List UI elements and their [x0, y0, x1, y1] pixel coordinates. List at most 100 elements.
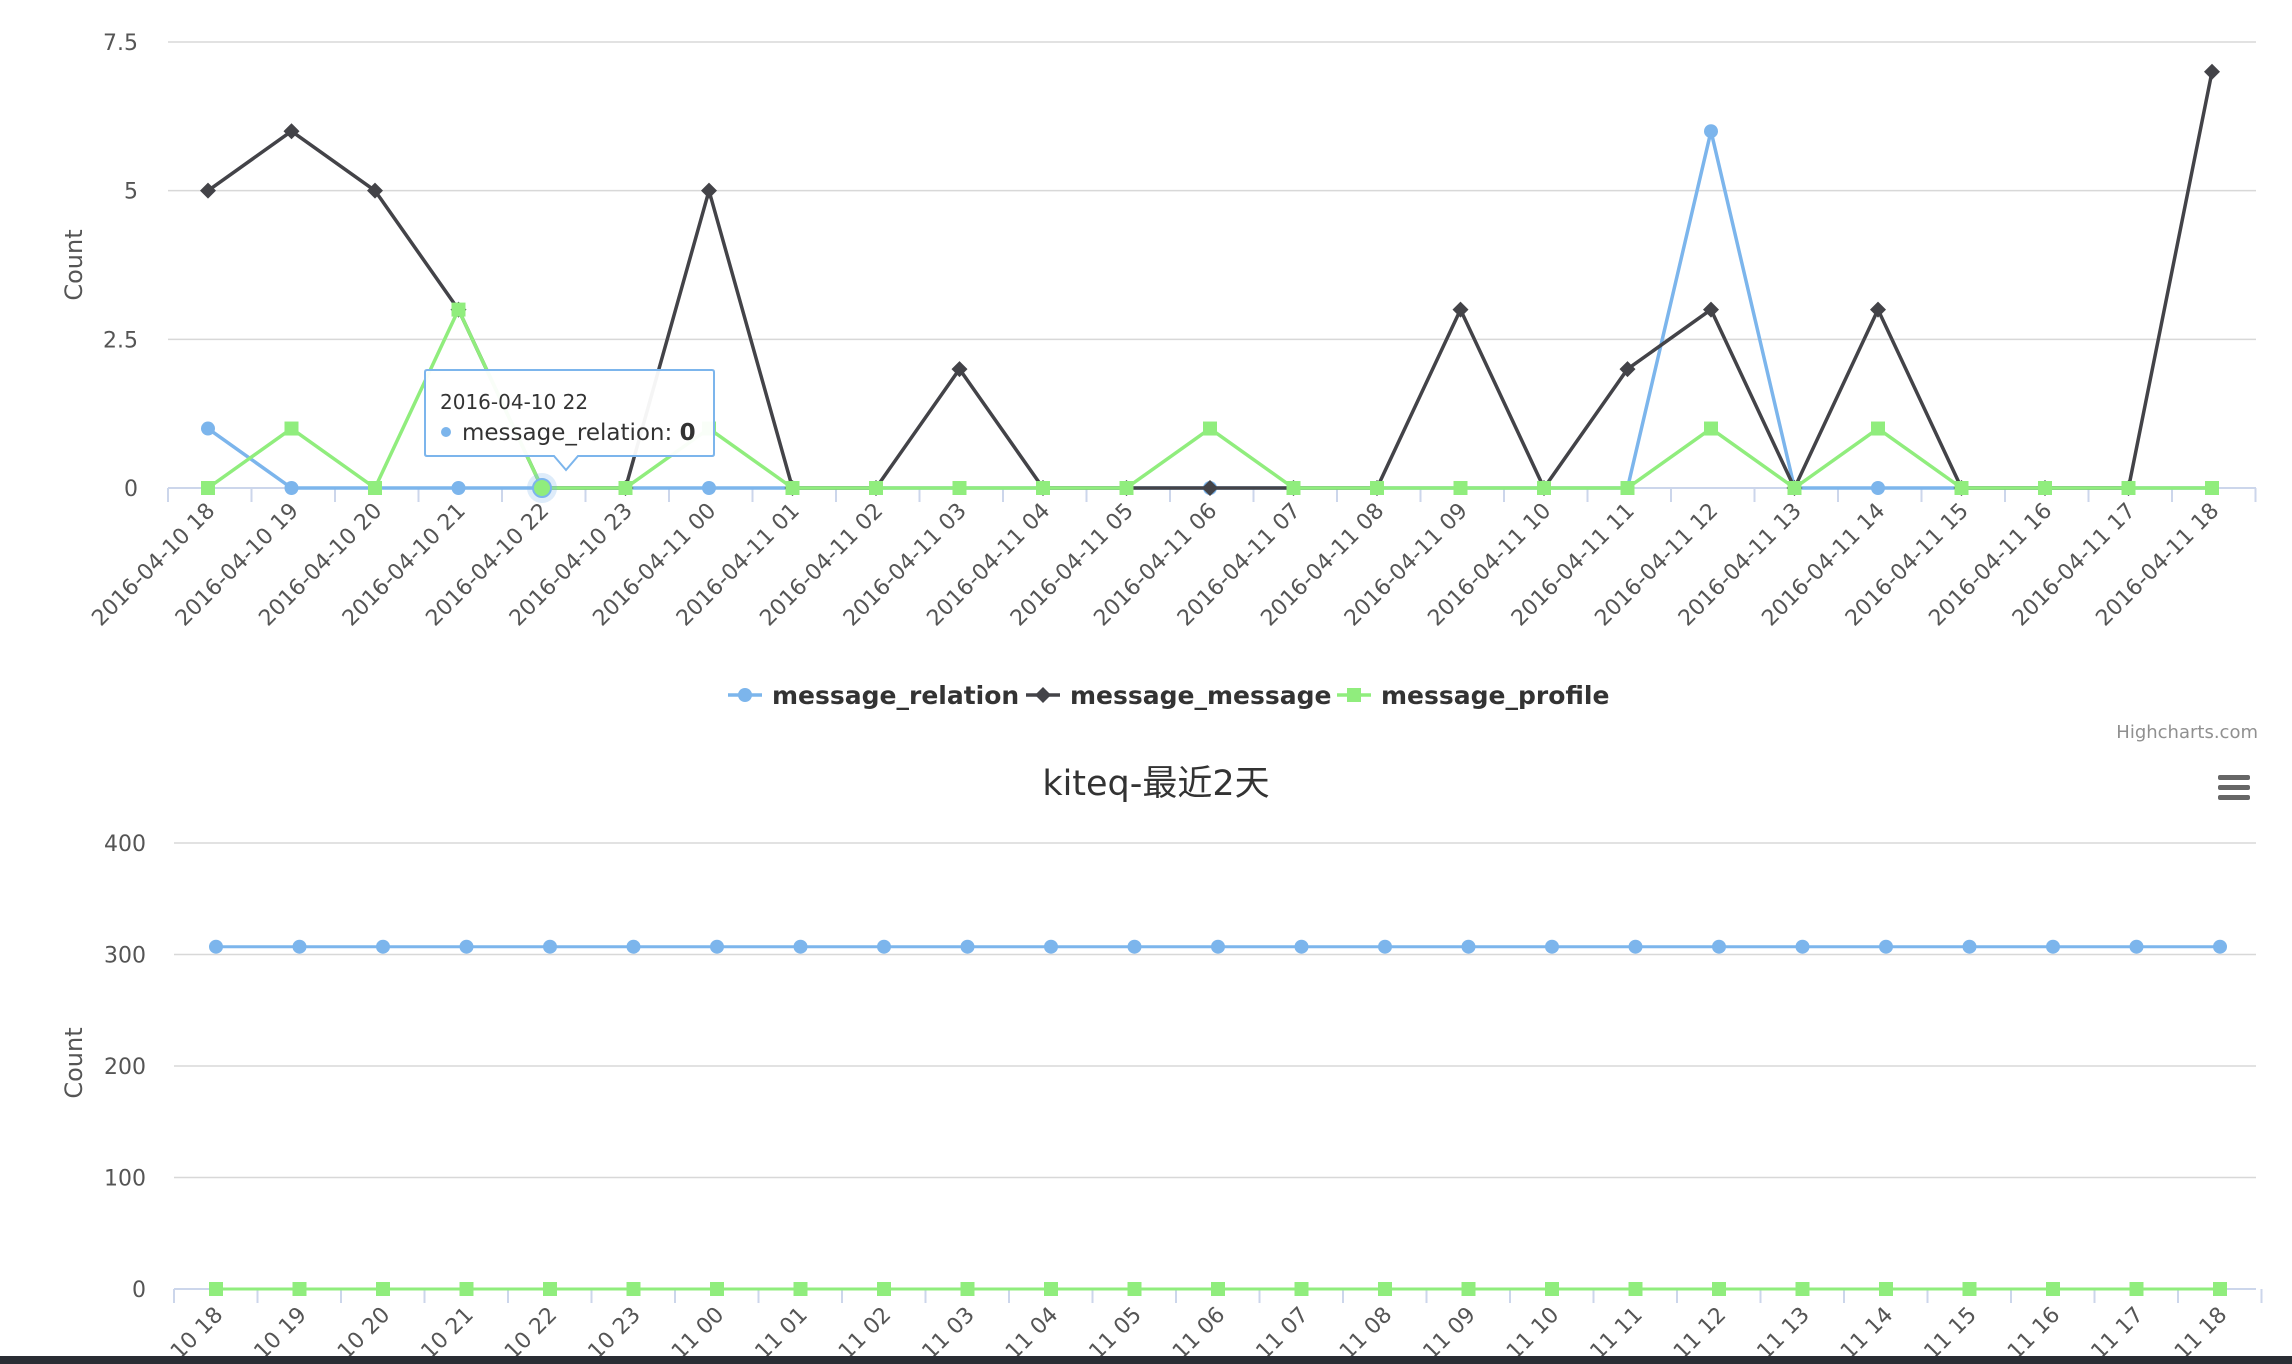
- data-point[interactable]: [1620, 481, 1635, 495]
- data-point[interactable]: [710, 939, 724, 954]
- data-point[interactable]: [869, 481, 883, 495]
- data-point[interactable]: [2204, 63, 2220, 80]
- data-point[interactable]: [1703, 301, 1719, 318]
- chart-2-x-axis[interactable]: 10 18 10 19 10 20 10 21 10 22 10 23 11 00 11 01…: [166, 1288, 2263, 1364]
- data-point[interactable]: [1378, 1282, 1392, 1296]
- data-point[interactable]: [459, 1282, 474, 1296]
- data-point[interactable]: [376, 1282, 390, 1296]
- legend-item-message-profile[interactable]: message_profile: [1337, 681, 1609, 710]
- data-point[interactable]: [284, 421, 299, 436]
- data-point[interactable]: [2205, 481, 2219, 495]
- data-point[interactable]: [2213, 1282, 2227, 1296]
- data-point[interactable]: [785, 481, 800, 495]
- data-point[interactable]: [1286, 481, 1301, 495]
- data-point[interactable]: [451, 481, 466, 495]
- chart-1-legend[interactable]: message_relation message_message message_p…: [728, 681, 1609, 710]
- data-point[interactable]: [201, 421, 215, 436]
- data-point[interactable]: [951, 361, 968, 378]
- data-point[interactable]: [1712, 939, 1726, 954]
- data-point[interactable]: [376, 939, 390, 954]
- data-point[interactable]: [626, 939, 641, 954]
- data-point[interactable]: [1294, 1282, 1309, 1296]
- data-point[interactable]: [2046, 1282, 2060, 1296]
- data-point[interactable]: [1879, 939, 1893, 954]
- data-point[interactable]: [1871, 421, 1885, 436]
- data-point[interactable]: [1954, 481, 1969, 495]
- data-point[interactable]: [618, 481, 633, 495]
- data-point[interactable]: [1119, 481, 1134, 495]
- data-point[interactable]: [1452, 301, 1469, 318]
- data-point[interactable]: [2129, 939, 2144, 954]
- data-point[interactable]: [2046, 939, 2060, 954]
- data-point[interactable]: [1211, 1282, 1225, 1296]
- data-point[interactable]: [1712, 1282, 1726, 1296]
- data-point[interactable]: [1203, 421, 1217, 436]
- data-point[interactable]: [292, 939, 307, 954]
- data-point[interactable]: [543, 1282, 557, 1296]
- data-point[interactable]: [459, 939, 474, 954]
- data-point[interactable]: [1704, 124, 1718, 139]
- chart-1-series[interactable]: [200, 63, 2220, 503]
- data-point[interactable]: [1370, 481, 1384, 495]
- data-point[interactable]: [701, 182, 717, 199]
- data-point[interactable]: [1044, 1282, 1058, 1296]
- data-point[interactable]: [2213, 939, 2227, 954]
- series-series-1[interactable]: [209, 939, 2227, 954]
- data-point[interactable]: [1787, 481, 1802, 495]
- data-point[interactable]: [1962, 1282, 1977, 1296]
- data-point[interactable]: [1127, 1282, 1142, 1296]
- data-point[interactable]: [367, 182, 383, 199]
- legend-symbol[interactable]: [1347, 688, 1361, 702]
- hovered-data-point[interactable]: [532, 478, 552, 498]
- data-point[interactable]: [1537, 481, 1551, 495]
- data-point[interactable]: [292, 1282, 307, 1296]
- legend-symbol[interactable]: [1035, 687, 1051, 703]
- data-point[interactable]: [1962, 939, 1977, 954]
- legend-item-message-message[interactable]: message_message: [1026, 681, 1331, 710]
- data-point[interactable]: [201, 481, 215, 495]
- chart-1-credits[interactable]: Highcharts.com: [2116, 722, 2258, 743]
- data-point[interactable]: [1628, 939, 1643, 954]
- data-point[interactable]: [200, 182, 216, 199]
- legend-label[interactable]: message_profile: [1381, 681, 1609, 710]
- data-point[interactable]: [1545, 1282, 1559, 1296]
- data-point[interactable]: [1294, 939, 1309, 954]
- data-point[interactable]: [1202, 480, 1218, 496]
- data-point[interactable]: [1704, 421, 1718, 436]
- data-point[interactable]: [1545, 939, 1559, 954]
- data-point[interactable]: [1036, 481, 1050, 495]
- chart-2-menu-icon[interactable]: [2218, 775, 2250, 800]
- legend-label[interactable]: message_relation: [772, 681, 1019, 710]
- data-point[interactable]: [626, 1282, 641, 1296]
- data-point[interactable]: [1453, 481, 1468, 495]
- data-point[interactable]: [368, 481, 382, 495]
- data-point[interactable]: [952, 481, 967, 495]
- data-point[interactable]: [702, 481, 716, 495]
- data-point[interactable]: [1127, 939, 1142, 954]
- data-point[interactable]: [209, 939, 223, 954]
- data-point[interactable]: [283, 123, 300, 140]
- legend-item-message-relation[interactable]: message_relation: [728, 681, 1019, 710]
- data-point[interactable]: [793, 939, 808, 954]
- data-point[interactable]: [877, 939, 891, 954]
- data-point[interactable]: [1461, 1282, 1476, 1296]
- data-point[interactable]: [1879, 1282, 1893, 1296]
- data-point[interactable]: [2038, 481, 2052, 495]
- data-point[interactable]: [2121, 481, 2136, 495]
- data-point[interactable]: [543, 939, 557, 954]
- data-point[interactable]: [1378, 939, 1392, 954]
- data-point[interactable]: [710, 1282, 724, 1296]
- data-point[interactable]: [284, 481, 299, 495]
- data-point[interactable]: [1795, 1282, 1810, 1296]
- series-series-2[interactable]: [209, 1282, 2227, 1296]
- data-point[interactable]: [1044, 939, 1058, 954]
- data-point[interactable]: [1619, 361, 1636, 378]
- data-point[interactable]: [1870, 301, 1886, 318]
- data-point[interactable]: [1211, 939, 1225, 954]
- data-point[interactable]: [1628, 1282, 1643, 1296]
- data-point[interactable]: [960, 1282, 975, 1296]
- data-point[interactable]: [1461, 939, 1476, 954]
- data-point[interactable]: [960, 939, 975, 954]
- data-point[interactable]: [451, 302, 466, 317]
